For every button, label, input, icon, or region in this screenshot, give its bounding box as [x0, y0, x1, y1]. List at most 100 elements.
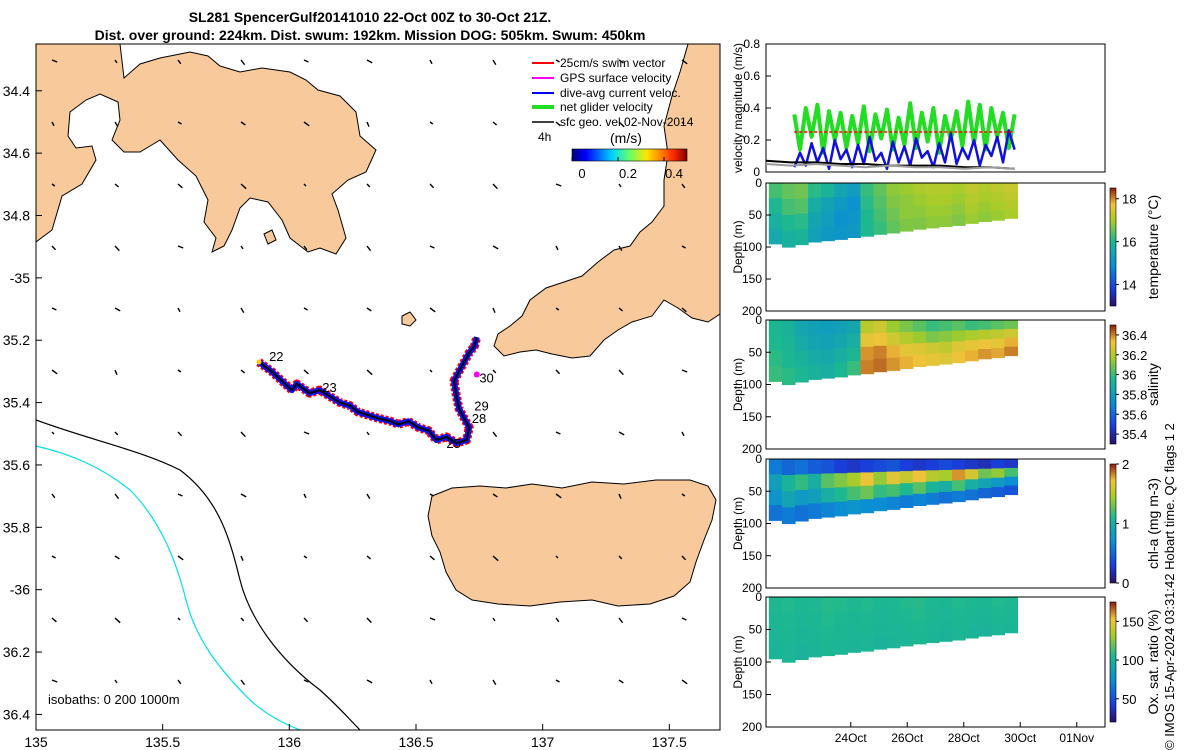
map-colorbar-tick-label: 0	[578, 166, 585, 181]
section-cell	[821, 197, 835, 213]
geo-velocity-arrow	[114, 59, 118, 64]
section-cell	[886, 320, 901, 334]
section-cell	[860, 333, 875, 348]
geo-velocity-arrow	[681, 121, 685, 125]
section-cell	[873, 610, 888, 624]
section-cell	[899, 207, 914, 220]
section-cell	[899, 495, 914, 508]
colorbar-tick-label: 100	[1122, 653, 1144, 668]
geo-velocity-arrow	[51, 307, 57, 311]
geo-velocity-arrow	[681, 245, 686, 249]
geo-velocity-arrow	[303, 369, 309, 375]
section-cell	[938, 619, 953, 631]
colorbar-tick-label: 18	[1122, 192, 1136, 207]
geo-velocity-arrow	[303, 183, 307, 187]
section-cell	[925, 320, 940, 332]
colorbar-tick-label: 14	[1122, 278, 1136, 293]
section-cell	[952, 490, 966, 503]
geo-velocity-arrow	[240, 493, 247, 498]
section-cell	[781, 320, 796, 337]
section-cell	[795, 597, 809, 614]
section-cell	[912, 183, 927, 196]
gps-velocity-marker	[473, 371, 480, 378]
colorbar-label: temperature (°C)	[1145, 195, 1161, 299]
map-legend: 25cm/s swim vector GPS surface velocity …	[532, 56, 694, 181]
section-cell	[781, 645, 796, 663]
section-cell	[873, 332, 888, 347]
section-cell	[925, 481, 940, 494]
section-colorbar	[1109, 187, 1117, 307]
geo-velocity-arrow	[177, 431, 183, 437]
geo-velocity-arrow	[51, 617, 57, 623]
section-cell	[821, 502, 835, 518]
geo-velocity-arrow	[240, 307, 245, 314]
section-cell	[1004, 623, 1018, 634]
geo-velocity-arrow	[114, 307, 121, 312]
track-day-label: 29	[474, 399, 488, 414]
section-cell	[821, 320, 835, 336]
section-cell	[978, 192, 992, 203]
section-cell	[925, 459, 940, 471]
section-cell	[768, 505, 783, 521]
section-cell	[1004, 183, 1018, 193]
section-cell	[847, 500, 861, 515]
geo-velocity-arrow	[555, 431, 561, 435]
map-y-tick-label: -36	[10, 582, 30, 598]
section-cell	[991, 320, 1005, 330]
section-cell	[781, 629, 796, 647]
colorbar-label: chl-a (mg m-3)	[1145, 478, 1161, 569]
depth-tick-label: 100	[742, 378, 762, 392]
section-cell	[965, 479, 979, 491]
section-cell	[821, 611, 835, 627]
section-cell	[795, 229, 809, 246]
depth-tick-label: 0	[755, 590, 762, 604]
section-cell	[912, 320, 927, 333]
section-cell	[768, 213, 783, 230]
section-cell	[860, 624, 875, 639]
section-cell	[952, 214, 966, 226]
section-cell	[938, 597, 953, 609]
section-cell	[768, 335, 783, 352]
section-cell	[860, 485, 875, 500]
legend-gps-label: GPS surface velocity	[560, 71, 671, 85]
geo-velocity-arrow	[555, 369, 561, 375]
section-cell	[991, 606, 1005, 617]
section-cell	[781, 183, 796, 200]
map-x-tick-label: 136	[278, 734, 302, 750]
section-cell	[768, 459, 783, 475]
section-cell	[834, 459, 848, 474]
section-cell	[834, 473, 848, 488]
depth-tick-label: 50	[749, 623, 763, 637]
map-x-tick-label: 135.5	[145, 734, 180, 750]
section-cell	[781, 368, 796, 386]
geo-velocity-arrow	[681, 679, 688, 685]
geo-velocity-arrow	[555, 245, 559, 251]
section-cell	[795, 320, 809, 337]
geo-velocity-arrow	[177, 183, 183, 189]
map-frame	[35, 43, 721, 731]
geo-velocity-arrow	[366, 617, 372, 624]
map-y-tick-label: -35	[10, 270, 30, 286]
geo-velocity-arrow	[618, 183, 622, 188]
section-cell	[978, 468, 992, 479]
section-cell	[834, 597, 848, 612]
geo-velocity-arrow	[492, 431, 498, 438]
section-cell	[925, 353, 940, 366]
track-day-label: 22	[269, 349, 283, 364]
section-cell	[925, 331, 940, 344]
section-cell	[873, 636, 888, 650]
section-cell	[781, 352, 796, 369]
geo-velocity-arrow	[429, 369, 433, 373]
section-cell	[965, 459, 979, 470]
section-cell	[925, 205, 940, 218]
depth-tick-label: 100	[742, 517, 762, 531]
geo-velocity-arrow	[114, 183, 120, 188]
section-cell	[912, 206, 927, 219]
section-cell	[991, 625, 1005, 636]
time-tick-label: 26Oct	[891, 731, 924, 745]
section-cell	[886, 195, 901, 209]
section-cell	[768, 228, 783, 245]
section-cell	[834, 225, 848, 240]
velocity-series-dive-avg-current	[793, 129, 1016, 171]
